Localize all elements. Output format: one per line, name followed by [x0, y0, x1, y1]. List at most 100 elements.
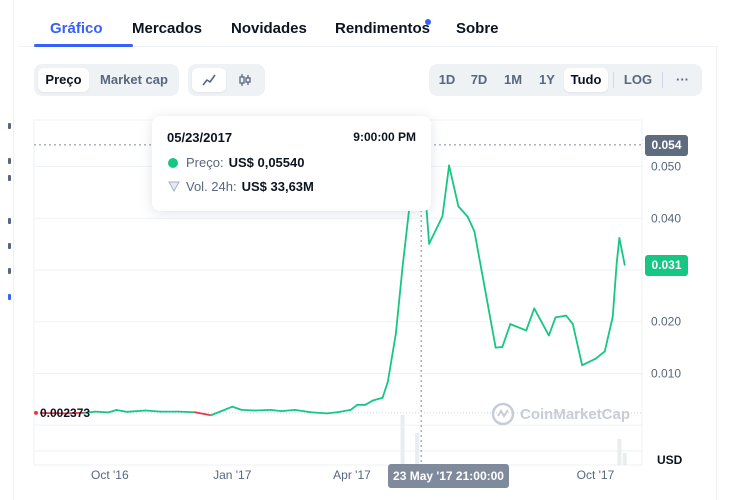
- price-segment: [509, 323, 528, 332]
- price-segment: [554, 314, 568, 319]
- left-panel-edge: [0, 0, 14, 500]
- tab-mercados[interactable]: Mercados: [132, 20, 203, 37]
- price-segment: [372, 396, 384, 402]
- tooltip-volume-row: Vol. 24h: US$ 33,63M: [168, 179, 314, 194]
- chart-style-toggle: [188, 64, 265, 96]
- price-segment: [144, 409, 162, 413]
- price-segment: [178, 410, 196, 414]
- range-all-button[interactable]: Tudo: [564, 68, 608, 92]
- price-segment: [401, 208, 411, 269]
- price-option[interactable]: Preço: [38, 68, 89, 92]
- price-segment: [194, 411, 212, 417]
- new-badge-dot: [425, 19, 431, 25]
- price-segment: [448, 164, 460, 208]
- y-tick-label: 0.020: [651, 315, 681, 329]
- price-segment: [94, 410, 110, 414]
- tooltip-volume-label: Vol. 24h:: [186, 179, 237, 194]
- tab-sobre[interactable]: Sobre: [456, 20, 499, 37]
- watermark: CoinMarketCap: [491, 402, 630, 426]
- chart-grid: [33, 119, 643, 466]
- price-segment: [386, 332, 397, 383]
- volume-bar: [622, 453, 627, 465]
- price-segment: [222, 405, 234, 412]
- volume-bar: [617, 439, 622, 465]
- price-segment: [501, 323, 512, 348]
- range-7d-button[interactable]: 7D: [470, 72, 488, 87]
- price-segment: [240, 408, 256, 412]
- price-segment: [309, 411, 328, 415]
- price-segment: [210, 409, 224, 417]
- price-segment: [269, 408, 283, 413]
- price-segment: [603, 315, 614, 353]
- log-scale-button[interactable]: LOG: [623, 72, 653, 87]
- range-1y-button[interactable]: 1Y: [539, 72, 555, 87]
- price-segment: [484, 288, 497, 349]
- tooltip-volume-value: US$ 33,63M: [241, 179, 314, 194]
- price-dot-icon: [168, 157, 178, 168]
- coinmarketcap-logo-icon: [491, 402, 515, 426]
- price-segment: [349, 403, 359, 411]
- y-tick-label: 0.010: [651, 366, 681, 380]
- price-segment: [611, 261, 618, 318]
- price-segment: [466, 215, 476, 233]
- x-tick-label: Oct '16: [91, 468, 129, 482]
- price-segment: [457, 205, 469, 218]
- price-segment: [615, 237, 621, 264]
- price-segment: [618, 237, 626, 266]
- price-segment: [547, 316, 557, 337]
- price-segment: [231, 405, 243, 411]
- current-price-label: 0.031: [645, 254, 688, 276]
- more-options-button[interactable]: ···: [676, 72, 689, 87]
- tooltip-date: 05/23/2017: [167, 130, 233, 145]
- crosshair-price-label: 0.054: [645, 134, 688, 156]
- tab-rendimentos[interactable]: Rendimentos: [335, 20, 431, 37]
- volume-bars: [400, 415, 627, 465]
- price-segment: [581, 357, 597, 367]
- tooltip-time: 9:00:00 PM: [353, 130, 416, 144]
- x-tick-label: Apr '17: [333, 468, 371, 482]
- currency-label: USD: [657, 453, 683, 467]
- volume-bar: [415, 433, 420, 465]
- line-chart-icon[interactable]: [192, 68, 226, 92]
- price-segment: [126, 409, 147, 413]
- price-segment: [565, 314, 574, 326]
- candlestick-icon[interactable]: [228, 68, 262, 92]
- range-1m-button[interactable]: 1M: [503, 72, 523, 87]
- right-panel-edge: [716, 47, 732, 500]
- watermark-text: CoinMarketCap: [520, 405, 631, 423]
- crosshair-date-label: 23 May '17 21:00:00: [388, 464, 509, 488]
- chart-tooltip: 05/23/2017 9:00:00 PM Preço: US$ 0,05540…: [152, 116, 431, 211]
- price-segment: [293, 408, 312, 414]
- divider: [662, 72, 663, 88]
- range-toggle: 1D 7D 1M 1Y Tudo LOG ···: [429, 64, 702, 96]
- baseline-marker: [34, 410, 38, 415]
- price-segment: [336, 408, 352, 414]
- price-segment: [394, 266, 404, 335]
- y-tick-label: 0.050: [651, 160, 681, 174]
- volume-bar: [400, 415, 405, 465]
- tooltip-price-row: Preço: US$ 0,05540: [168, 155, 304, 170]
- price-segment: [494, 346, 504, 349]
- price-segment: [533, 307, 550, 337]
- range-1d-button[interactable]: 1D: [438, 72, 456, 87]
- tooltip-price-label: Preço:: [186, 155, 224, 170]
- tab-grafico[interactable]: Gráfico: [50, 20, 103, 37]
- price-segment: [83, 410, 97, 414]
- price-segment: [364, 399, 375, 406]
- price-segment: [115, 409, 129, 413]
- price-segment: [280, 408, 296, 413]
- price-segment: [63, 411, 86, 415]
- active-tab-indicator: [34, 44, 133, 47]
- price-segment: [594, 350, 606, 360]
- price-segment: [325, 411, 339, 415]
- market-cap-option[interactable]: Market cap: [100, 72, 168, 87]
- price-segment: [571, 323, 584, 367]
- tab-bar: Gráfico Mercados Novidades Rendimentos S…: [18, 0, 718, 47]
- y-tick-label: 0.040: [651, 211, 681, 225]
- price-segment: [253, 408, 272, 412]
- price-segment: [441, 164, 450, 218]
- tab-novidades[interactable]: Novidades: [231, 20, 307, 37]
- tooltip-price-value: US$ 0,05540: [228, 155, 305, 170]
